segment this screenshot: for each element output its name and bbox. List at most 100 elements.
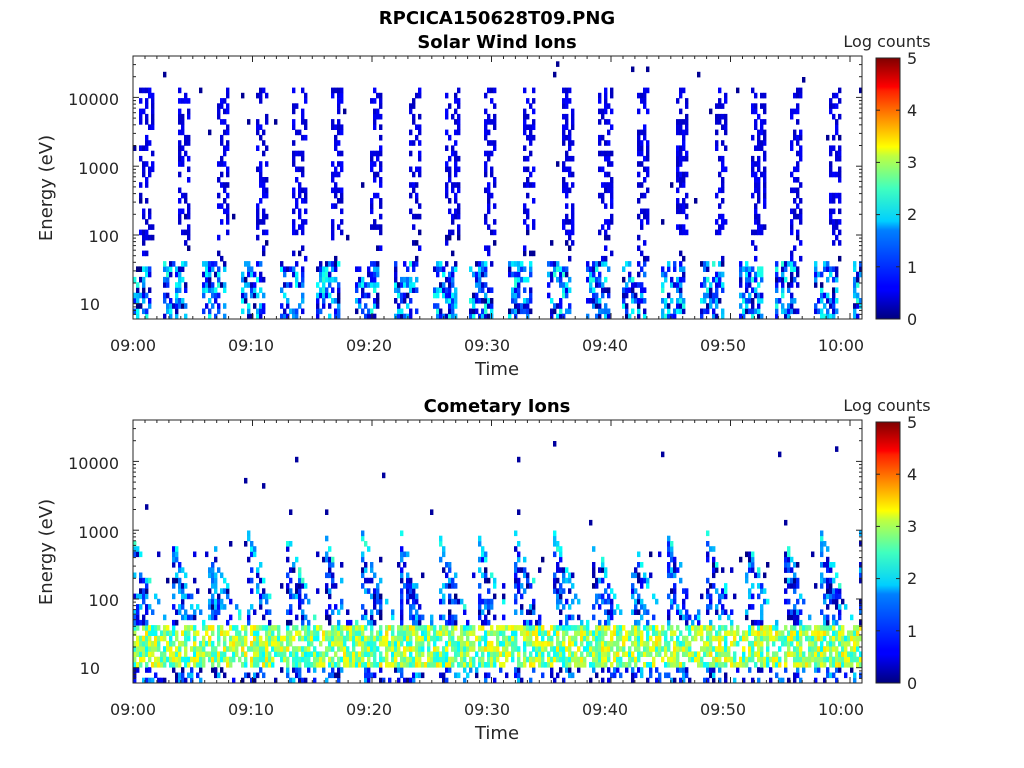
- spectrogram-cell: [742, 662, 746, 668]
- spectrogram-cell: [754, 651, 758, 657]
- spectrogram-cell: [298, 129, 302, 136]
- spectrogram-cell: [259, 593, 263, 600]
- spectrogram-cell: [226, 145, 230, 151]
- spectrogram-cell: [214, 588, 218, 594]
- spectrogram-cell: [829, 635, 833, 642]
- spectrogram-cell: [796, 562, 800, 568]
- spectrogram-cell: [565, 166, 569, 173]
- spectrogram-cell: [253, 292, 257, 299]
- spectrogram-cell: [337, 635, 341, 642]
- spectrogram-cell: [832, 240, 836, 246]
- spectrogram-cell: [781, 640, 785, 647]
- spectrogram-cell: [760, 313, 764, 320]
- spectrogram-cell: [412, 646, 416, 652]
- spectrogram-cell: [439, 541, 443, 547]
- spectrogram-cell: [226, 182, 230, 188]
- spectrogram-cell: [631, 667, 635, 673]
- spectrogram-cell: [595, 577, 599, 584]
- spectrogram-cell: [220, 255, 224, 262]
- spectrogram-cell: [301, 224, 305, 230]
- spectrogram-cell: [814, 308, 818, 315]
- spectrogram-cell: [265, 662, 269, 668]
- spectrogram-cell: [553, 530, 557, 537]
- spectrogram-cell: [796, 119, 800, 125]
- spectrogram-cell: [640, 651, 644, 657]
- spectrogram-cell: [448, 298, 452, 304]
- spectrogram-cell: [496, 646, 500, 652]
- spectrogram-cell: [679, 250, 683, 257]
- spectrogram-cell: [157, 635, 161, 642]
- spectrogram-cell: [646, 155, 650, 162]
- spectrogram-cell: [334, 625, 338, 631]
- spectrogram-cell: [637, 630, 641, 636]
- spectrogram-cell: [184, 646, 188, 652]
- spectrogram-cell: [148, 213, 152, 220]
- spectrogram-cell: [514, 546, 518, 552]
- spectrogram-cell: [790, 140, 794, 146]
- spectrogram-cell: [835, 308, 839, 315]
- spectrogram-cell: [478, 593, 482, 600]
- spectrogram-cell: [712, 572, 716, 579]
- spectrogram-cell: [580, 635, 584, 642]
- spectrogram-cell: [832, 266, 836, 272]
- spectrogram-cell: [415, 287, 419, 293]
- spectrogram-cell: [601, 635, 605, 642]
- spectrogram-cell: [829, 651, 833, 657]
- spectrogram-cell: [496, 656, 500, 663]
- spectrogram-cell: [667, 672, 671, 679]
- spectrogram-cell: [484, 150, 488, 157]
- spectrogram-cell: [754, 308, 758, 315]
- spectrogram-cell: [565, 187, 569, 194]
- spectrogram-cell: [370, 562, 374, 568]
- spectrogram-cell: [436, 287, 440, 293]
- spectrogram-cell: [751, 567, 755, 573]
- spectrogram-cell: [259, 313, 263, 320]
- spectrogram-cell: [601, 630, 605, 636]
- spectrogram-cell: [793, 604, 797, 610]
- spectrogram-cell: [859, 672, 863, 679]
- spectrogram-cell: [715, 229, 719, 236]
- spectrogram-cell: [667, 541, 671, 547]
- spectrogram-cell: [532, 667, 536, 673]
- spectrogram-cell: [835, 219, 839, 225]
- spectrogram-cell: [256, 119, 260, 125]
- spectrogram-cell: [262, 577, 266, 584]
- spectrogram-cell: [505, 640, 509, 647]
- spectrogram-cell: [787, 583, 791, 589]
- spectrogram-cell: [667, 303, 671, 309]
- spectrogram-cell: [529, 656, 533, 663]
- spectrogram-cell: [214, 271, 218, 278]
- spectrogram-cell: [589, 298, 593, 304]
- spectrogram-cell: [754, 245, 758, 251]
- spectrogram-cell: [223, 182, 227, 188]
- spectrogram-cell: [409, 646, 413, 652]
- spectrogram-cell: [673, 261, 677, 267]
- spectrogram-cell: [568, 308, 572, 315]
- spectrogram-cell: [526, 192, 530, 199]
- spectrogram-cell: [403, 662, 407, 668]
- spectrogram-cell: [292, 161, 296, 167]
- spectrogram-cell: [796, 103, 800, 109]
- spectrogram-cell: [682, 134, 686, 141]
- spectrogram-cell: [166, 303, 170, 309]
- spectrogram-cell: [148, 124, 152, 130]
- spectrogram-cell: [796, 87, 800, 94]
- spectrogram-cell: [256, 124, 260, 130]
- spectrogram-cell: [292, 155, 296, 162]
- spectrogram-cell: [526, 630, 530, 636]
- spectrogram-cell: [532, 124, 536, 130]
- spectrogram-cell: [568, 625, 572, 631]
- spectrogram-cell: [841, 646, 845, 652]
- spectrogram-cell: [595, 635, 599, 642]
- spectrogram-cell: [790, 208, 794, 215]
- spectrogram-cell: [148, 656, 152, 663]
- spectrogram-cell: [610, 614, 614, 621]
- spectrogram-cell: [586, 651, 590, 657]
- spectrogram-cell: [166, 656, 170, 663]
- spectrogram-cell: [448, 662, 452, 668]
- spectrogram-cell: [667, 551, 671, 558]
- spectrogram-cell: [439, 614, 443, 621]
- spectrogram-cell: [640, 640, 644, 647]
- spectrogram-cell: [742, 308, 746, 315]
- spectrogram-cell: [247, 313, 251, 320]
